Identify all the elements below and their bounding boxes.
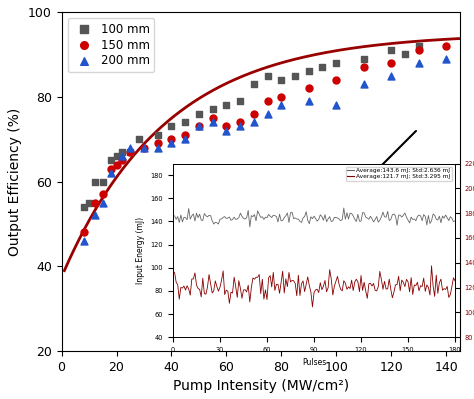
X-axis label: Pump Intensity (MW/cm²): Pump Intensity (MW/cm²): [173, 379, 349, 393]
150 mm: [223, 123, 230, 130]
150 mm: [277, 94, 285, 100]
150 mm: [80, 229, 87, 235]
100 mm: [80, 204, 87, 210]
100 mm: [360, 55, 367, 62]
150 mm: [387, 59, 395, 66]
150 mm: [264, 98, 271, 104]
200 mm: [305, 98, 312, 104]
100 mm: [85, 200, 93, 206]
200 mm: [387, 72, 395, 79]
100 mm: [264, 72, 271, 79]
100 mm: [305, 68, 312, 75]
200 mm: [118, 153, 126, 159]
100 mm: [99, 178, 107, 185]
200 mm: [140, 144, 148, 151]
200 mm: [237, 123, 244, 130]
150 mm: [360, 64, 367, 70]
150 mm: [415, 47, 422, 53]
100 mm: [182, 119, 189, 125]
100 mm: [107, 157, 115, 164]
200 mm: [250, 119, 258, 125]
150 mm: [91, 200, 99, 206]
100 mm: [387, 47, 395, 53]
100 mm: [154, 132, 162, 138]
200 mm: [209, 119, 217, 125]
150 mm: [107, 166, 115, 172]
200 mm: [415, 59, 422, 66]
100 mm: [401, 51, 409, 57]
100 mm: [127, 149, 134, 155]
200 mm: [360, 81, 367, 87]
200 mm: [127, 144, 134, 151]
Legend: Average:143.6 mJ; Std:2.636 mJ, Average:121.7 mJ; Std:3.295 mJ: Average:143.6 mJ; Std:2.636 mJ, Average:…: [346, 166, 452, 181]
100 mm: [209, 106, 217, 113]
200 mm: [195, 123, 203, 130]
200 mm: [99, 200, 107, 206]
150 mm: [118, 157, 126, 164]
Legend: 100 mm, 150 mm, 200 mm: 100 mm, 150 mm, 200 mm: [67, 18, 155, 72]
150 mm: [182, 132, 189, 138]
100 mm: [250, 81, 258, 87]
100 mm: [113, 153, 120, 159]
200 mm: [168, 140, 175, 146]
100 mm: [91, 178, 99, 185]
200 mm: [442, 55, 450, 62]
150 mm: [305, 85, 312, 91]
100 mm: [415, 43, 422, 49]
100 mm: [277, 77, 285, 83]
100 mm: [291, 72, 299, 79]
200 mm: [332, 102, 340, 109]
150 mm: [250, 111, 258, 117]
150 mm: [209, 115, 217, 121]
Y-axis label: Input Energy (mJ): Input Energy (mJ): [136, 217, 145, 284]
150 mm: [113, 162, 120, 168]
100 mm: [195, 111, 203, 117]
100 mm: [118, 149, 126, 155]
Y-axis label: Output Efficiency (%): Output Efficiency (%): [9, 107, 22, 256]
150 mm: [140, 144, 148, 151]
150 mm: [237, 119, 244, 125]
100 mm: [223, 102, 230, 109]
X-axis label: Pulses: Pulses: [302, 358, 326, 367]
100 mm: [332, 59, 340, 66]
200 mm: [91, 212, 99, 219]
100 mm: [168, 123, 175, 130]
150 mm: [442, 43, 450, 49]
200 mm: [80, 238, 87, 244]
150 mm: [154, 140, 162, 146]
150 mm: [99, 191, 107, 198]
200 mm: [264, 111, 271, 117]
100 mm: [319, 64, 326, 70]
200 mm: [223, 128, 230, 134]
150 mm: [168, 136, 175, 142]
100 mm: [135, 136, 142, 142]
150 mm: [195, 123, 203, 130]
200 mm: [277, 102, 285, 109]
150 mm: [127, 149, 134, 155]
200 mm: [107, 170, 115, 176]
100 mm: [237, 98, 244, 104]
200 mm: [154, 144, 162, 151]
200 mm: [182, 136, 189, 142]
150 mm: [332, 77, 340, 83]
